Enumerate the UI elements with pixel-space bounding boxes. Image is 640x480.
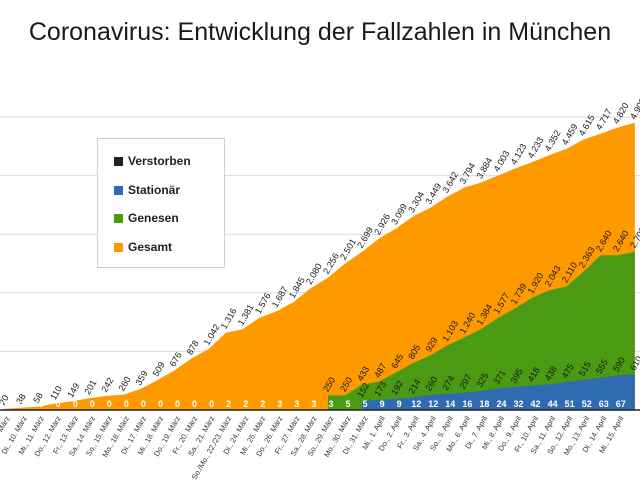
data-label-stationaer: 0 [22, 399, 27, 409]
data-label-stationaer: 2 [260, 399, 265, 409]
data-label-stationaer: 0 [56, 399, 61, 409]
data-label-gesamt: 58 [31, 391, 45, 405]
data-label-stationaer: 3 [294, 399, 299, 409]
data-label-stationaer: 3 [328, 399, 333, 409]
legend-item-stationaer: Stationär [114, 182, 180, 198]
data-label-stationaer: 0 [107, 399, 112, 409]
data-label-stationaer: 0 [209, 399, 214, 409]
data-label-gesamt: 509 [151, 360, 167, 378]
data-label-stationaer: 5 [363, 399, 368, 409]
data-label-stationaer: 12 [411, 399, 421, 409]
data-label-stationaer: 3 [311, 399, 316, 409]
data-label-stationaer: 0 [4, 399, 9, 409]
legend-label-genesen: Genesen [128, 211, 179, 225]
data-label-stationaer: 32 [513, 399, 523, 409]
data-label-gesamt: 3.642 [440, 170, 460, 195]
data-label-stationaer: 44 [548, 399, 558, 409]
data-label-stationaer: 16 [462, 399, 472, 409]
legend-label-verstorben: Verstorben [128, 154, 191, 168]
legend-swatch-genesen [114, 213, 123, 223]
data-label-stationaer: 0 [124, 399, 129, 409]
data-label-gesamt: 260 [116, 375, 132, 393]
data-label-stationaer: 0 [39, 399, 44, 409]
legend-swatch-verstorben [114, 156, 123, 166]
data-label-gesamt: 1.316 [219, 306, 239, 331]
data-label-gesamt: 4.820 [611, 101, 631, 126]
data-label-gesamt: 242 [99, 376, 115, 394]
data-label-gesamt: 38 [14, 392, 28, 406]
data-label-stationaer: 0 [73, 399, 78, 409]
data-label-gesamt: 4.459 [560, 122, 580, 147]
data-label-stationaer: 0 [192, 399, 197, 409]
data-label-gesamt: 4.900 [628, 96, 640, 121]
data-label-stationaer: 14 [445, 399, 455, 409]
data-label-gesamt: 149 [65, 381, 81, 399]
chart-title: Coronavirus: Entwicklung der Fallzahlen … [28, 18, 612, 46]
legend-swatch-gesamt [114, 242, 123, 252]
data-label-gesamt: 1.687 [270, 285, 290, 310]
data-label-stationaer: 0 [175, 399, 180, 409]
data-label-stationaer: 0 [141, 399, 146, 409]
data-label-stationaer: 0 [158, 399, 163, 409]
data-label-stationaer: 18 [479, 399, 489, 409]
data-label-gesamt: 20 [0, 393, 11, 407]
data-label-stationaer: 2 [243, 399, 248, 409]
data-label-stationaer: 9 [397, 399, 402, 409]
legend-item-gesamt: Gesamt [114, 239, 172, 255]
legend-label-gesamt: Gesamt [128, 240, 173, 254]
legend-item-genesen: Genesen [114, 210, 179, 226]
data-label-gesamt: 3.304 [406, 190, 426, 215]
data-label-stationaer: 9 [380, 399, 385, 409]
legend-swatch-stationaer [114, 185, 123, 195]
data-label-gesamt: 201 [82, 378, 98, 396]
data-label-stationaer: 51 [565, 399, 575, 409]
data-label-stationaer: 2 [226, 399, 231, 409]
data-label-stationaer: 67 [616, 399, 626, 409]
data-label-stationaer: 52 [582, 399, 592, 409]
data-label-stationaer: 24 [496, 399, 506, 409]
chart-legend: Verstorben Stationär Genesen Gesamt [97, 138, 225, 268]
data-label-stationaer: 0 [90, 399, 95, 409]
data-label-gesamt: 359 [133, 369, 149, 387]
area-stationaer [362, 374, 635, 410]
data-label-gesamt: 878 [185, 339, 201, 357]
legend-label-stationaer: Stationär [128, 183, 181, 197]
legend-item-verstorben: Verstorben [114, 153, 191, 169]
area-genesen [327, 251, 635, 410]
data-label-stationaer: 3 [277, 399, 282, 409]
data-label-stationaer: 5 [345, 399, 350, 409]
data-label-stationaer: 63 [599, 399, 609, 409]
x-tick-label: März [0, 414, 12, 433]
data-label-stationaer: 12 [428, 399, 438, 409]
data-label-gesamt: 3.794 [457, 161, 477, 186]
data-label-stationaer: 42 [531, 399, 541, 409]
